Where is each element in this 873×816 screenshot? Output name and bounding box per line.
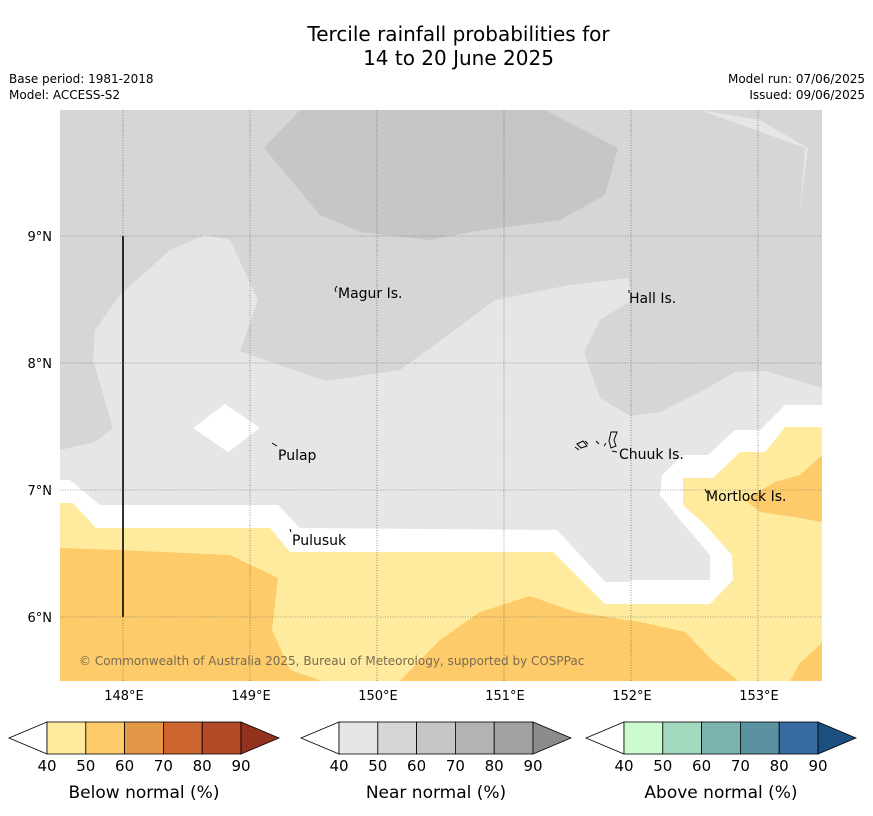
meta-left: Base period: 1981-2018 Model: ACCESS-S2 bbox=[9, 71, 154, 103]
above-normal-legend-extend-low bbox=[584, 721, 625, 755]
latitude-labels: 9°N 8°N 7°N 6°N bbox=[28, 230, 53, 626]
near-normal-legend-tick: 40 bbox=[329, 757, 348, 775]
pulap-island-shape bbox=[271, 442, 278, 447]
below-normal-legend-extend-low bbox=[7, 721, 48, 755]
model-run: Model run: 07/06/2025 bbox=[727, 72, 865, 86]
map-title: Tercile rainfall probabilities for 14 to… bbox=[0, 22, 873, 70]
graticule bbox=[60, 110, 822, 681]
magur-island-shape bbox=[334, 285, 338, 293]
above-normal-legend-swatch bbox=[662, 721, 702, 755]
lat-label-7n: 7°N bbox=[28, 484, 53, 499]
near-normal-legend-extend-low bbox=[299, 721, 340, 755]
below-normal-legend: 40 50 60 70 80 90 Below normal (%) bbox=[7, 721, 281, 803]
near-normal-legend-tick: 80 bbox=[485, 757, 504, 775]
above-normal-legend-tick: 80 bbox=[770, 757, 789, 775]
above-normal-legend-swatch bbox=[740, 721, 780, 755]
title-line-2: 14 to 20 June 2025 bbox=[363, 46, 554, 70]
above-normal-legend-tick: 70 bbox=[731, 757, 750, 775]
below-normal-legend-tick: 90 bbox=[231, 757, 250, 775]
above-normal-legend-extend-high bbox=[817, 721, 858, 755]
below-normal-legend-swatch bbox=[46, 721, 87, 755]
lon-label-149e: 149°E bbox=[231, 689, 271, 704]
near-normal-50-region bbox=[60, 110, 822, 450]
lat-label-6n: 6°N bbox=[28, 611, 53, 626]
island-outlines bbox=[271, 285, 708, 533]
pulusuk-island-shape bbox=[289, 528, 292, 533]
lon-label-148e: 148°E bbox=[104, 689, 144, 704]
below-normal-legend-extend-high bbox=[240, 721, 281, 755]
above-normal-legend-label: Above normal (%) bbox=[644, 783, 797, 803]
above-normal-legend-swatch bbox=[701, 721, 741, 755]
place-label-pulap: Pulap bbox=[278, 448, 317, 464]
near-normal-legend-tick: 70 bbox=[446, 757, 465, 775]
below-normal-legend-swatch bbox=[85, 721, 126, 755]
place-label-mortlock: Mortlock Is. bbox=[706, 489, 786, 505]
white-patch bbox=[193, 404, 260, 452]
below-normal-legend-swatch bbox=[201, 721, 242, 755]
above-normal-legend-tick: 50 bbox=[653, 757, 672, 775]
lon-label-153e: 153°E bbox=[739, 689, 779, 704]
copyright-text: © Commonwealth of Australia 2025, Bureau… bbox=[79, 654, 584, 668]
issued-date: Issued: 09/06/2025 bbox=[749, 88, 865, 102]
meta-right: Model run: 07/06/2025 Issued: 09/06/2025 bbox=[728, 71, 865, 103]
place-label-pulusuk: Pulusuk bbox=[292, 533, 347, 549]
place-label-hall: Hall Is. bbox=[629, 291, 676, 307]
near-normal-60-region bbox=[264, 110, 618, 240]
near-normal-legend-label: Near normal (%) bbox=[366, 783, 506, 803]
above-normal-legend: 40 50 60 70 80 90 Above normal (%) bbox=[584, 721, 858, 803]
map-plot-area bbox=[60, 110, 822, 681]
near-normal-legend-swatch bbox=[338, 721, 379, 755]
near-normal-legend-tick: 50 bbox=[368, 757, 387, 775]
near-normal-legend-tick: 90 bbox=[523, 757, 542, 775]
place-label-chuuk: Chuuk Is. bbox=[619, 447, 684, 463]
below-normal-60-region-south bbox=[400, 596, 738, 681]
longitude-labels: 148°E 149°E 150°E 151°E 152°E 153°E bbox=[104, 689, 779, 704]
below-normal-legend-tick: 50 bbox=[76, 757, 95, 775]
below-normal-legend-swatch bbox=[162, 721, 203, 755]
above-normal-legend-swatch bbox=[778, 721, 819, 755]
mortlock-island-shape bbox=[704, 488, 708, 494]
lat-label-9n: 9°N bbox=[28, 230, 53, 245]
near-normal-legend-extend-high bbox=[532, 721, 573, 755]
below-normal-legend-tick: 40 bbox=[37, 757, 56, 775]
above-normal-legend-tick: 60 bbox=[692, 757, 711, 775]
near-normal-legend-tick: 60 bbox=[407, 757, 426, 775]
below-normal-60-region-west bbox=[60, 548, 322, 681]
near-normal-legend-swatch bbox=[377, 721, 417, 755]
above-normal-legend-tick: 40 bbox=[614, 757, 633, 775]
lon-label-150e: 150°E bbox=[358, 689, 398, 704]
near-normal-legend-swatch bbox=[493, 721, 534, 755]
below-normal-60-region-east bbox=[745, 455, 822, 522]
near-normal-legend-swatch bbox=[416, 721, 456, 755]
below-normal-legend-tick: 70 bbox=[154, 757, 173, 775]
near-normal-legend: 40 50 60 70 80 90 Near normal (%) bbox=[299, 721, 573, 803]
near-normal-legend-swatch bbox=[454, 721, 495, 755]
chuuk-islands-shape bbox=[574, 431, 618, 453]
legends-area: 40 50 60 70 80 90 Below normal (%) 40 50 60 70 80 90… bbox=[7, 721, 858, 803]
above-normal-legend-tick: 90 bbox=[808, 757, 827, 775]
place-labels: Magur Is. Hall Is. Pulap Chuuk Is. Mortl… bbox=[278, 286, 786, 549]
below-normal-60-region-se bbox=[790, 643, 822, 681]
below-normal-legend-label: Below normal (%) bbox=[69, 783, 220, 803]
below-normal-legend-tick: 60 bbox=[115, 757, 134, 775]
lon-label-152e: 152°E bbox=[612, 689, 652, 704]
lat-label-8n: 8°N bbox=[28, 357, 53, 372]
below-normal-legend-swatch bbox=[124, 721, 164, 755]
base-period: Base period: 1981-2018 bbox=[9, 72, 154, 86]
title-line-1: Tercile rainfall probabilities for bbox=[307, 22, 610, 46]
above-normal-legend-swatch bbox=[623, 721, 664, 755]
place-label-magur: Magur Is. bbox=[338, 286, 403, 302]
below-normal-legend-tick: 80 bbox=[193, 757, 212, 775]
lon-label-151e: 151°E bbox=[485, 689, 525, 704]
model-name: Model: ACCESS-S2 bbox=[9, 88, 121, 102]
